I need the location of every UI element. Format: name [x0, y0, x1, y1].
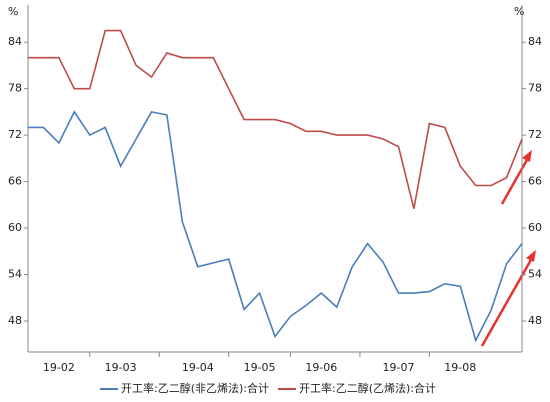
- y-tick-label: 84: [8, 35, 22, 48]
- y2-tick-label: 60: [528, 221, 542, 234]
- x-tick-label: 19-03: [105, 361, 137, 374]
- x-tick-label: 19-08: [444, 361, 476, 374]
- y-unit: %: [8, 5, 18, 18]
- y-tick-label: 72: [8, 128, 22, 141]
- y-tick-label: 54: [8, 268, 22, 281]
- y2-tick-label: 78: [528, 82, 542, 95]
- x-tick-label: 19-06: [305, 361, 337, 374]
- x-tick-label: 19-05: [244, 361, 276, 374]
- annotation-arrows: [480, 150, 536, 347]
- y2-tick-label: 54: [528, 268, 542, 281]
- y2-tick-label: 48: [528, 314, 542, 327]
- legend-label: 开工率:乙二醇(非乙烯法):合计: [121, 381, 269, 395]
- y-tick-label: 48: [8, 314, 22, 327]
- y2-tick-label: 72: [528, 128, 542, 141]
- y-tick-label: 60: [8, 221, 22, 234]
- x-tick-label: 19-02: [43, 361, 75, 374]
- legend-label: 开工率:乙二醇(乙烯法):合计: [299, 381, 436, 395]
- x-tick-label: 19-07: [383, 361, 415, 374]
- y-tick-label: 66: [8, 175, 22, 188]
- series-line: [28, 29, 523, 209]
- series-line: [28, 110, 523, 343]
- y2-tick-label: 66: [528, 175, 542, 188]
- y-tick-label: 78: [8, 82, 22, 95]
- y2-unit: %: [514, 5, 524, 18]
- x-tick-label: 19-04: [182, 361, 214, 374]
- y2-tick-label: 84: [528, 35, 542, 48]
